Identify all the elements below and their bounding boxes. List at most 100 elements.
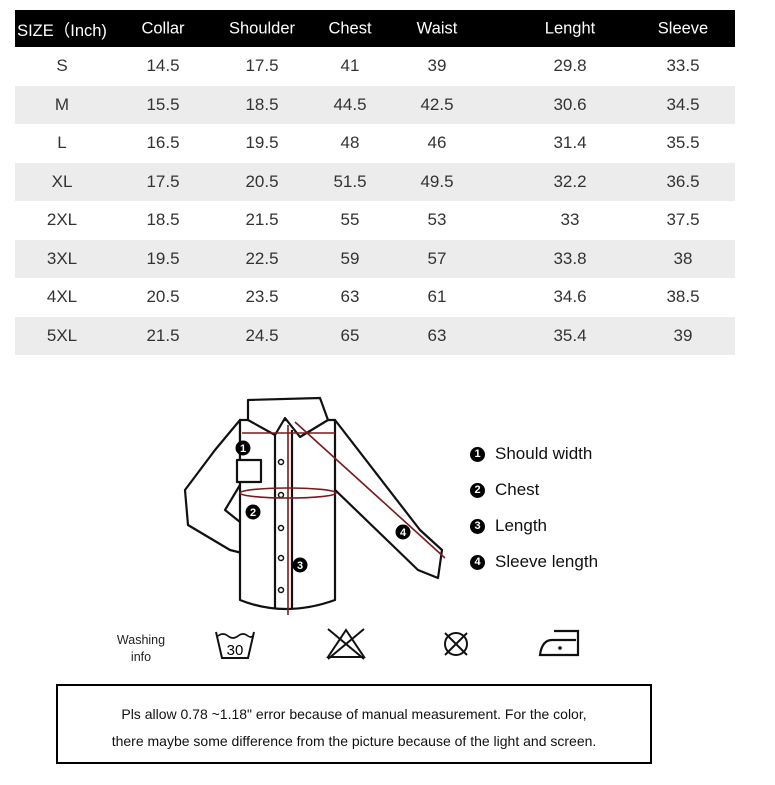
legend-item: 4 Sleeve length: [470, 544, 598, 580]
table-cell: 51.5: [333, 171, 367, 191]
wash-30-icon: 30: [215, 631, 255, 659]
table-cell: 38: [673, 248, 693, 268]
shirt-pocket: [235, 458, 263, 484]
legend-label: Chest: [495, 480, 540, 499]
table-cell: 19.5: [245, 133, 279, 153]
table-row: 5XL 21.5 24.5 65 63 35.4 39: [15, 316, 735, 355]
table-row: 4XL 20.5 23.5 63 61 34.6 38.5: [15, 278, 735, 317]
table-cell: 3XL: [46, 248, 78, 268]
table-cell: 22.5: [245, 248, 279, 268]
do-not-bleach-icon: [326, 628, 366, 660]
table-cell: 41: [340, 56, 360, 76]
table-cell: 35.4: [553, 325, 587, 345]
note-line1: Pls allow 0.78 ~1.18" error because of m…: [121, 706, 587, 722]
table-cell: 33: [560, 210, 580, 230]
number-badge-icon: 4: [470, 554, 485, 570]
table-cell: 44.5: [333, 94, 367, 114]
table-cell: 48: [340, 133, 360, 153]
table-cell: 65: [340, 325, 360, 345]
table-cell: 16.5: [146, 133, 180, 153]
table-cell: 31.4: [553, 133, 587, 153]
table-cell: 42.5: [420, 94, 454, 114]
table-cell: 39: [427, 56, 447, 76]
legend-label: Length: [495, 516, 547, 535]
table-row: XL 17.5 20.5 51.5 49.5 32.2 36.5: [15, 162, 735, 201]
table-cell: 17.5: [146, 171, 180, 191]
table-row: 2XL 18.5 21.5 55 53 33 37.5: [15, 201, 735, 240]
table-cell: 39: [673, 325, 693, 345]
table-cell: 18.5: [245, 94, 279, 114]
svg-text:4: 4: [400, 527, 407, 539]
table-cell: 61: [427, 287, 447, 307]
table-cell: 35.5: [666, 133, 700, 153]
legend-item: 2 Chest: [470, 472, 598, 508]
column-header: Lenght: [544, 19, 596, 37]
legend-label: Should width: [495, 444, 593, 463]
table-row: L 16.5 19.5 48 46 31.4 35.5: [15, 124, 735, 163]
measurement-note: Pls allow 0.78 ~1.18" error because of m…: [56, 684, 652, 764]
number-badge-icon: 1: [470, 446, 485, 462]
table-cell: 34.5: [666, 94, 700, 114]
table-cell: 32.2: [553, 171, 587, 191]
column-header: Collar: [141, 19, 185, 37]
measurement-legend: 1 Should width 2 Chest 3 Length 4 Sleeve length: [470, 436, 598, 580]
table-cell: M: [54, 94, 70, 114]
number-badge-icon: 2: [470, 482, 485, 498]
shirt-right-sleeve: [328, 418, 444, 580]
table-cell: 15.5: [146, 94, 180, 114]
legend-item: 3 Length: [470, 508, 598, 544]
column-header: SIZE（Inch): [17, 21, 107, 40]
table-cell: 49.5: [420, 171, 454, 191]
table-cell: 19.5: [146, 248, 180, 268]
table-cell: 21.5: [245, 210, 279, 230]
table-cell: 30.6: [553, 94, 587, 114]
washing-info-label: Washing info: [106, 632, 176, 666]
table-cell: 24.5: [245, 325, 279, 345]
table-row: 3XL 19.5 22.5 59 57 33.8 38: [15, 239, 735, 278]
table-cell: 33.5: [666, 56, 700, 76]
washing-label-line2: info: [130, 650, 152, 664]
table-cell: 38.5: [666, 287, 700, 307]
table-cell: 36.5: [666, 171, 700, 191]
table-cell: 18.5: [146, 210, 180, 230]
measure-lines: [239, 421, 446, 615]
washing-label-line1: Washing: [116, 633, 166, 647]
table-cell: XL: [51, 171, 73, 191]
legend-item: 1 Should width: [470, 436, 598, 472]
column-header: Sleeve: [657, 19, 709, 37]
table-cell: 57: [427, 248, 447, 268]
table-cell: 55: [340, 210, 360, 230]
table-cell: 4XL: [46, 287, 78, 307]
svg-text:3: 3: [297, 560, 303, 572]
table-cell: 34.6: [553, 287, 587, 307]
table-cell: 17.5: [245, 56, 279, 76]
svg-text:2: 2: [250, 507, 256, 519]
legend-label: Sleeve length: [495, 552, 599, 571]
table-cell: 33.8: [553, 248, 587, 268]
table-header: SIZE（Inch) Collar Shoulder Chest Waist Lenght…: [15, 10, 735, 47]
shirt-diagram: 1 2 3 4: [183, 396, 446, 615]
table-cell: 20.5: [146, 287, 180, 307]
table-cell: 21.5: [146, 325, 180, 345]
table-cell: 37.5: [666, 210, 700, 230]
table-cell: 63: [427, 325, 447, 345]
table-cell: 59: [340, 248, 360, 268]
table-cell: L: [57, 133, 67, 153]
do-not-tumble-dry-icon: [444, 632, 468, 656]
table-cell: 2XL: [46, 210, 78, 230]
column-header: Waist: [416, 19, 458, 37]
table-cell: 14.5: [146, 56, 180, 76]
table-cell: 63: [340, 287, 360, 307]
table-cell: 5XL: [46, 325, 78, 345]
table-cell: S: [56, 56, 68, 76]
size-table: SIZE（Inch) Collar Shoulder Chest Waist Lenght…: [15, 10, 735, 355]
iron-low-icon: [538, 629, 580, 657]
table-cell: 46: [427, 133, 447, 153]
note-line2: there maybe some difference from the pic…: [111, 733, 597, 749]
shirt-collar: [246, 396, 330, 439]
table-row: S 14.5 17.5 41 39 29.8 33.5: [15, 47, 735, 86]
column-header: Chest: [328, 19, 372, 37]
column-header: Shoulder: [228, 19, 296, 37]
svg-text:30: 30: [227, 642, 244, 659]
table-cell: 20.5: [245, 171, 279, 191]
